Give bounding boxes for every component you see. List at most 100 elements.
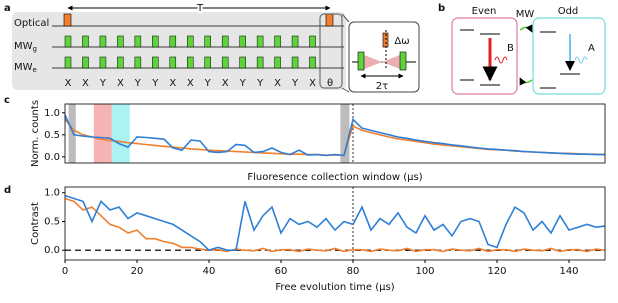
y-tick-label: 0.0 [44,152,60,163]
mw-pulse [239,35,246,48]
mw-arrow [519,77,533,86]
emission-label: A [588,43,595,54]
state-label: Odd [558,6,579,17]
pulse-label: X [117,78,124,89]
mw-arrow [519,24,533,33]
mw-pulse [291,56,299,69]
mw-pulse [134,56,142,69]
mw-pulse [309,35,316,48]
pulse-label: Y [151,78,159,89]
highlight [68,104,76,163]
mw-pulse [169,56,177,69]
highlight [111,104,130,163]
zoom-box [319,13,343,89]
zoom-line [341,87,350,93]
mw-pulse [274,35,281,48]
inset-pulse [357,51,365,71]
pulse-label: X [169,78,176,89]
inset-pulse [399,51,407,71]
x-axis-label: Free evolution time (μs) [275,282,394,293]
photon [574,56,588,64]
mw-label: MW [516,9,535,20]
pulse-label: Y [256,78,264,89]
series-line [64,197,606,253]
highlight [340,104,350,163]
mw-pulse [117,35,124,48]
series-line [64,114,605,157]
y-tick-label: 1.0 [44,108,60,119]
photon [494,56,508,64]
pulse-label: Y [239,78,247,89]
mw-pulse [169,35,177,48]
pulse-label: X [65,78,72,89]
row-label: MWe [14,62,37,74]
sequence-box [12,12,346,90]
y-axis-label: Contrast [30,202,41,245]
mw-pulse [204,35,211,48]
highlight [93,104,112,163]
plot-frame [64,103,606,164]
x-tick-label: 80 [347,266,360,277]
mw-pulse [99,56,107,69]
pulse-label: X [187,78,194,89]
pulse-label: Y [291,78,299,89]
optical-pulse [63,13,72,27]
mw-pulse [221,35,229,48]
pulse-label: X [309,78,316,89]
y-tick-label: 0.5 [44,216,60,227]
mw-pulse [82,56,89,69]
period-label: T [196,3,204,14]
optical-pulse [325,13,334,27]
mw-pulse [239,56,246,69]
mw-pulse [64,35,72,48]
mw-pulse [221,56,229,69]
mw-pulse [274,56,281,69]
x-tick-label: 60 [275,266,288,277]
y-axis-label: Norm. counts [30,100,41,167]
x-tick-label: 100 [415,266,434,277]
pulse-label: θ [327,78,333,89]
mw-pulse [99,35,107,48]
row-label: Optical [14,18,49,29]
mw-pulse [291,35,299,48]
y-tick-label: 0.0 [44,245,60,256]
panel-label: d [4,185,11,196]
x-axis-label: Fluoresence collection window (μs) [247,172,422,183]
series-line [64,194,606,252]
inset-label: Δω [394,36,409,47]
mw-pulse [187,35,194,48]
inset-label: 2τ [376,81,388,92]
panel-label: b [438,3,445,14]
state-label: Even [472,6,497,17]
pulse-label: Y [134,78,142,89]
row-label: MWg [14,41,37,53]
panel-label: c [4,95,10,106]
emission-label: B [507,43,514,54]
mw-pulse [152,56,159,69]
pulse-label: X [222,78,229,89]
mw-pulse [82,35,89,48]
panel-label: a [4,3,11,14]
zoom-line [341,13,350,23]
pulse-label: Y [204,78,212,89]
even-box [451,17,518,95]
plot-frame [64,186,606,261]
mw-pulse [117,56,124,69]
mw-pulse [152,35,159,48]
x-tick-label: 140 [559,266,578,277]
x-tick-label: 40 [203,266,216,277]
mw-pulse [309,56,316,69]
y-tick-label: 0.5 [44,130,60,141]
pulse-label: X [274,78,281,89]
mw-pulse [64,56,72,69]
mw-pulse [204,56,211,69]
y-tick-label: 1.0 [44,188,60,199]
pulse-label: Y [99,78,107,89]
mw-pulse [256,35,264,48]
mw-pulse [187,56,194,69]
mw-pulse [256,56,264,69]
x-tick-label: 120 [487,266,506,277]
x-tick-label: 20 [131,266,144,277]
